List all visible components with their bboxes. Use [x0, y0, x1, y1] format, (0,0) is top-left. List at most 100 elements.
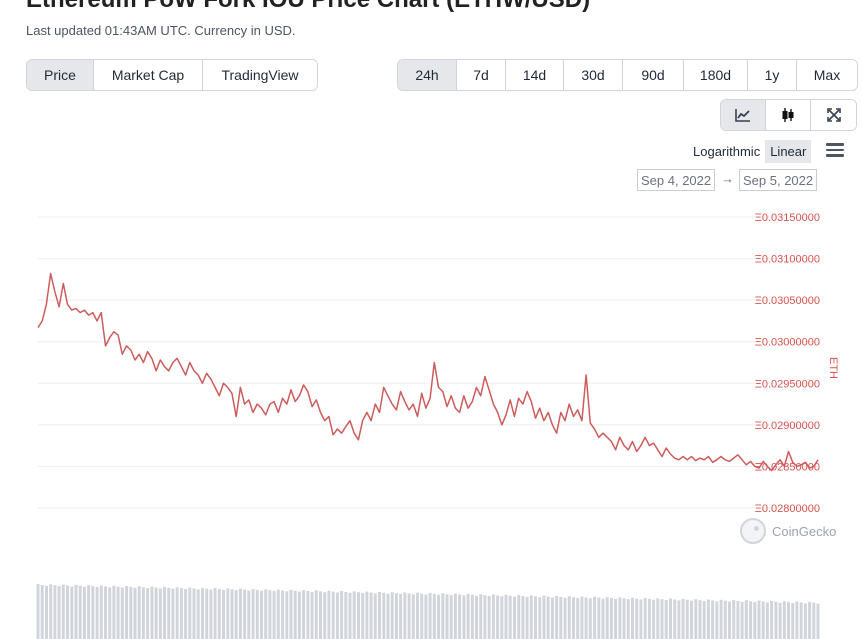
volume-bar [572, 597, 575, 639]
expand-icon [826, 108, 841, 122]
volume-bar [559, 596, 563, 639]
volume-bar [91, 586, 95, 639]
volume-bar [99, 585, 103, 639]
volume-bar [281, 590, 285, 639]
volume-bar [243, 589, 247, 639]
volume-bar [411, 594, 415, 639]
coingecko-logo-icon [740, 518, 766, 544]
volume-bar [61, 584, 65, 639]
scale-linear[interactable]: Linear [765, 140, 812, 163]
volume-bar [49, 584, 53, 639]
volume-bar [171, 588, 175, 639]
volume-bar [609, 598, 613, 639]
fullscreen-button[interactable] [811, 100, 856, 130]
volume-bar [778, 602, 782, 639]
volume-bar [563, 597, 567, 639]
range-90d[interactable]: 90d [623, 60, 684, 90]
volume-bar [141, 587, 145, 639]
volume-bar [348, 592, 352, 639]
line-chart-icon [735, 109, 750, 122]
volume-bar [728, 601, 731, 639]
chart-view-tools [720, 99, 857, 131]
range-7d[interactable]: 7d [457, 60, 506, 90]
volume-bar [222, 589, 225, 639]
volume-bar [774, 601, 778, 639]
volume-bar [702, 601, 706, 639]
volume-bar [647, 598, 651, 639]
volume-bar [491, 594, 495, 639]
volume-bar [652, 599, 656, 639]
volume-bar [112, 585, 116, 639]
y-tick-label: Ξ0.02950000 [755, 378, 820, 390]
range-180d[interactable]: 180d [684, 60, 748, 90]
volume-bar [53, 585, 57, 639]
volume-bar [120, 587, 124, 639]
volume-bar [335, 592, 339, 639]
volume-bar [302, 590, 306, 639]
volume-bar [154, 587, 158, 639]
scale-logarithmic[interactable]: Logarithmic [693, 144, 761, 159]
volume-bar [597, 597, 601, 639]
volume-bar [386, 593, 390, 639]
volume-bar [382, 592, 386, 639]
volume-bar [188, 587, 192, 639]
volume-bar [129, 586, 133, 639]
volume-bar [690, 600, 693, 639]
volume-bar [601, 598, 605, 639]
range-24h[interactable]: 24h [398, 60, 457, 90]
volume-bar [508, 595, 512, 639]
volume-bar [584, 597, 588, 639]
tab-price[interactable]: Price [27, 60, 94, 90]
volume-bar [664, 600, 668, 639]
volume-bar [437, 594, 441, 639]
volume-bar [525, 596, 529, 639]
volume-bar [462, 595, 466, 639]
volume-bar [205, 588, 209, 639]
y-axis-ticks: Ξ0.03150000 Ξ0.03100000 Ξ0.03050000 Ξ0.0300… [755, 212, 820, 515]
volume-bar [517, 595, 521, 639]
range-14d[interactable]: 14d [506, 60, 564, 90]
volume-bar [251, 589, 255, 639]
volume-bar [715, 601, 719, 639]
volume-bar [192, 588, 196, 639]
volume-bar [36, 584, 40, 639]
volume-bar [403, 592, 407, 639]
volume-bar [765, 602, 769, 639]
volume-bar [209, 589, 213, 639]
volume-bar [605, 597, 609, 639]
range-1y[interactable]: 1y [748, 60, 797, 90]
volume-bar [799, 602, 803, 639]
volume-bar [504, 594, 508, 639]
y-tick-label: Ξ0.03050000 [755, 295, 820, 307]
candlestick-chart-button[interactable] [766, 100, 811, 130]
chart-grid [38, 216, 818, 509]
line-chart-button[interactable] [721, 100, 766, 130]
volume-bar [74, 584, 78, 639]
volume-bar [167, 587, 171, 639]
volume-bar [390, 592, 394, 639]
y-tick-label: Ξ0.03150000 [755, 212, 820, 224]
volume-bar [82, 586, 86, 639]
hamburger-menu-icon[interactable] [826, 143, 844, 158]
volume-bar [626, 599, 630, 639]
date-range-arrow: → [721, 171, 734, 186]
volume-bar [475, 595, 478, 639]
volume-bar [753, 602, 757, 639]
volume-bar [226, 588, 230, 639]
volume-bar [483, 595, 487, 639]
volume-bar [795, 601, 799, 639]
volume-bar [95, 587, 99, 639]
tab-market-cap[interactable]: Market Cap [94, 60, 203, 90]
volume-bar [576, 598, 580, 639]
volume-bar [196, 589, 200, 639]
tab-tradingview[interactable]: TradingView [203, 60, 317, 90]
volume-bars [36, 584, 820, 639]
range-max[interactable]: Max [797, 60, 857, 90]
date-to-input[interactable]: Sep 5, 2022 [739, 169, 818, 191]
volume-bar [357, 592, 360, 639]
date-from-input[interactable]: Sep 4, 2022 [637, 169, 716, 191]
volume-bar [331, 591, 335, 639]
range-30d[interactable]: 30d [564, 60, 623, 90]
volume-bar [803, 603, 807, 639]
